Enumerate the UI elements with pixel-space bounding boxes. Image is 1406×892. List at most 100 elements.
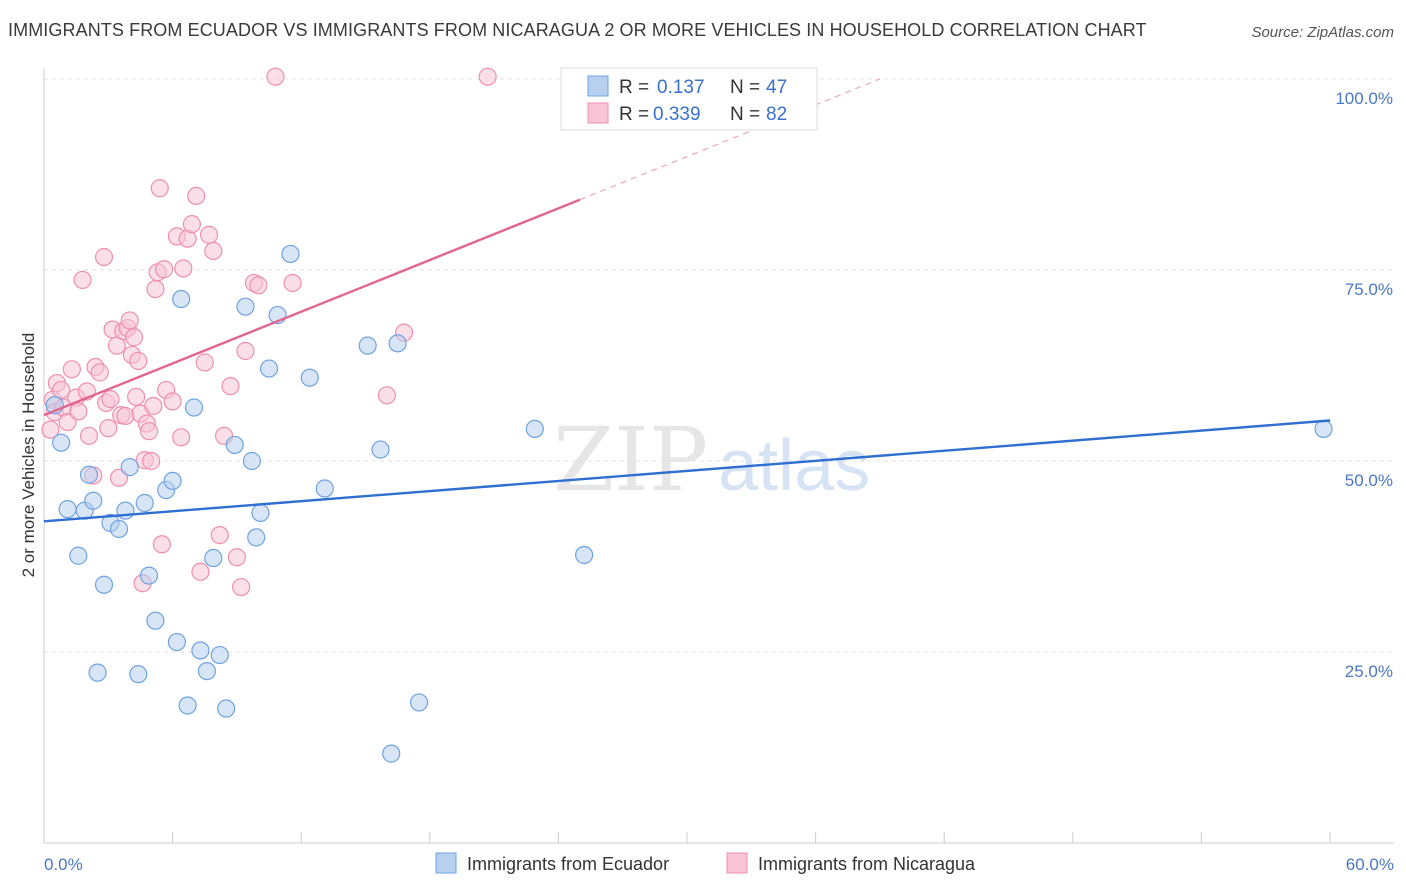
- x-ticks: [43, 832, 1331, 843]
- ecuador-point: [84, 491, 103, 510]
- legend-r-value-nicaragua: 0.339: [653, 104, 701, 125]
- ecuador-point: [163, 471, 182, 490]
- ecuador-point: [146, 611, 165, 630]
- nicaragua-point: [221, 377, 240, 396]
- nicaragua-trend-extension: [579, 78, 881, 201]
- nicaragua-point: [150, 179, 169, 198]
- nicaragua-point: [191, 562, 210, 581]
- source-label: Source: ZipAtlas.com: [1251, 24, 1394, 41]
- ecuador-point: [259, 359, 279, 378]
- nicaragua-point: [120, 311, 139, 330]
- x-tick-label-max: 60.0%: [1346, 855, 1394, 874]
- nicaragua-point: [79, 426, 99, 445]
- nicaragua-point: [58, 412, 77, 432]
- ecuador-point: [52, 433, 71, 452]
- watermark-zip: ZIP: [553, 408, 708, 511]
- bottom-legend-label-ecuador: Immigrants from Ecuador: [467, 854, 669, 874]
- nicaragua-point: [90, 363, 109, 382]
- legend-n-label-nicaragua: N =: [730, 104, 760, 125]
- nicaragua-point: [227, 548, 246, 567]
- y-tick-label: 75.0%: [1345, 280, 1393, 299]
- chart-title: IMMIGRANTS FROM ECUADOR VS IMMIGRANTS FR…: [8, 20, 1147, 40]
- ecuador-point: [388, 334, 407, 353]
- ecuador-point: [217, 699, 236, 718]
- ecuador-point: [575, 545, 594, 565]
- ecuador-point: [184, 398, 204, 417]
- ecuador-point: [172, 289, 191, 309]
- legend-swatch-nicaragua: [587, 102, 609, 124]
- ecuador-point: [129, 665, 148, 684]
- nicaragua-point: [283, 273, 302, 293]
- legend-r-label-nicaragua: R =: [619, 104, 649, 125]
- nicaragua-points: [41, 67, 497, 597]
- nicaragua-point: [144, 396, 163, 416]
- ecuador-point: [210, 645, 229, 665]
- nicaragua-point: [478, 67, 497, 86]
- nicaragua-point: [199, 225, 219, 244]
- bottom-legend-swatch-ecuador: [435, 852, 457, 874]
- nicaragua-point: [146, 280, 165, 299]
- legend-n-label-ecuador: N =: [730, 77, 760, 98]
- nicaragua-point: [116, 406, 135, 426]
- ecuador-point: [251, 503, 270, 523]
- ecuador-point: [79, 465, 99, 484]
- nicaragua-point: [172, 428, 191, 447]
- y-tick-labels: 100.0% 75.0% 50.0% 25.0%: [1335, 89, 1393, 681]
- nicaragua-point: [142, 451, 161, 471]
- ecuador-point: [1314, 419, 1333, 439]
- legend-n-value-nicaragua: 82: [766, 104, 787, 125]
- nicaragua-point: [163, 392, 182, 411]
- nicaragua-point: [152, 535, 171, 554]
- nicaragua-point: [210, 526, 229, 545]
- ecuador-point: [109, 519, 129, 539]
- legend-top: R = 0.137 N = 47 R = 0.339 N = 82: [560, 67, 818, 131]
- ecuador-point: [247, 528, 266, 547]
- ecuador-point: [281, 244, 300, 264]
- ecuador-point: [139, 566, 159, 585]
- ecuador-point: [120, 458, 139, 477]
- nicaragua-point: [52, 380, 71, 400]
- ecuador-point: [371, 440, 390, 459]
- ecuador-point: [409, 693, 429, 712]
- nicaragua-point: [41, 420, 60, 439]
- trend-lines: [43, 78, 1331, 523]
- legend-r-value-ecuador: 0.137: [657, 77, 705, 98]
- ecuador-point: [525, 419, 544, 439]
- ecuador-point: [242, 451, 262, 471]
- legend-r-label-ecuador: R =: [619, 77, 649, 98]
- gridlines: [44, 78, 1394, 653]
- ecuador-point: [382, 744, 401, 763]
- legend-n-value-ecuador: 47: [766, 77, 787, 98]
- nicaragua-point: [236, 341, 255, 361]
- y-tick-label: 50.0%: [1345, 471, 1393, 490]
- nicaragua-point: [62, 360, 81, 379]
- nicaragua-point: [187, 186, 206, 205]
- y-axis-label: 2 or more Vehicles in Household: [19, 333, 38, 578]
- nicaragua-point: [204, 241, 223, 260]
- ecuador-point: [315, 479, 334, 498]
- ecuador-point: [236, 297, 255, 316]
- nicaragua-point: [377, 386, 397, 405]
- ecuador-point: [135, 493, 154, 513]
- nicaragua-trend-line: [43, 198, 581, 417]
- ecuador-point: [94, 575, 114, 594]
- nicaragua-point: [99, 419, 118, 438]
- nicaragua-point: [154, 260, 174, 279]
- nicaragua-point: [139, 422, 159, 441]
- nicaragua-point: [195, 353, 214, 372]
- nicaragua-point: [249, 276, 268, 295]
- bottom-legend-swatch-nicaragua: [726, 852, 748, 874]
- nicaragua-point: [174, 259, 193, 278]
- ecuador-points: [45, 244, 1333, 763]
- y-tick-label: 25.0%: [1345, 662, 1393, 681]
- x-tick-label-min: 0.0%: [44, 855, 83, 874]
- nicaragua-point: [232, 577, 251, 597]
- ecuador-point: [204, 548, 223, 568]
- bottom-legend-label-nicaragua: Immigrants from Nicaragua: [758, 854, 976, 874]
- nicaragua-point: [127, 387, 146, 406]
- y-tick-label: 100.0%: [1335, 89, 1393, 108]
- ecuador-point: [167, 632, 186, 652]
- nicaragua-point: [109, 468, 129, 487]
- ecuador-point: [88, 663, 107, 682]
- ecuador-point: [225, 435, 244, 455]
